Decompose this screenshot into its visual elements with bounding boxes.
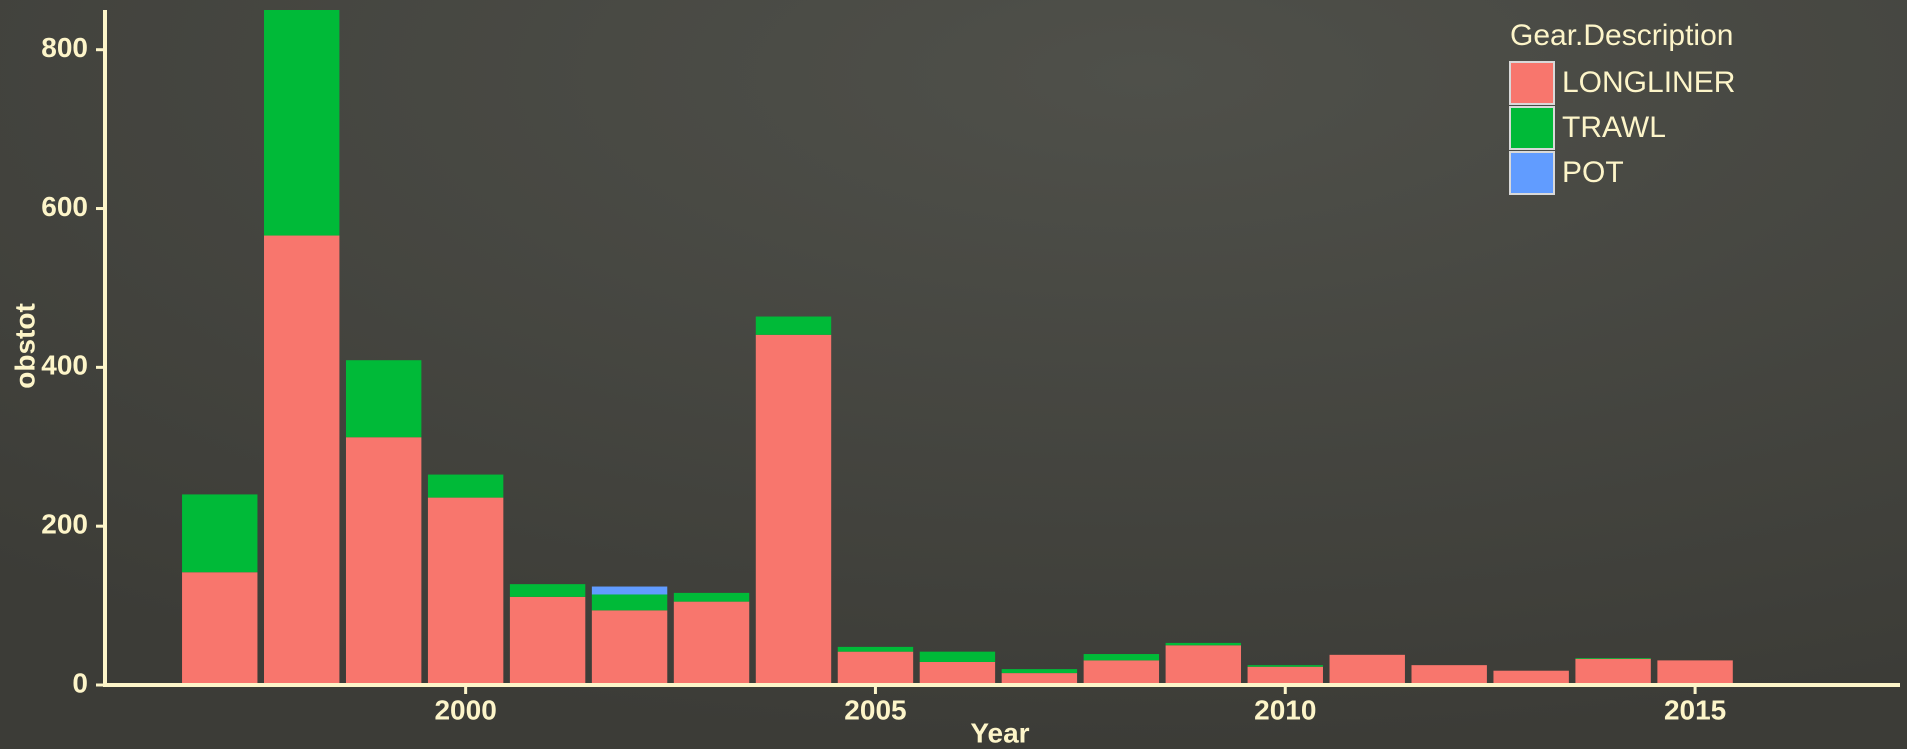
- y-tick-label: 400: [41, 350, 88, 381]
- bar-segment: [1083, 660, 1160, 685]
- bar-segment: [1657, 660, 1733, 685]
- bar-segment: [264, 235, 340, 685]
- bar-segment: [509, 584, 586, 597]
- bar-segment: [755, 316, 832, 335]
- x-tick-label: 2005: [844, 694, 906, 725]
- x-axis-title: Year: [970, 717, 1029, 748]
- x-tick-label: 2015: [1664, 694, 1726, 725]
- bar-segment: [1575, 658, 1651, 685]
- bar-segment: [919, 661, 996, 685]
- bar-segment: [1575, 658, 1651, 659]
- bar-segment: [264, 10, 340, 236]
- legend-label: LONGLINER: [1562, 66, 1735, 99]
- bar-segment: [591, 610, 668, 685]
- y-tick-label: 200: [41, 509, 88, 540]
- plot-area: [182, 10, 1733, 685]
- bar-segment: [509, 596, 586, 685]
- y-tick-label: 600: [41, 191, 88, 222]
- y-tick-label: 0: [72, 667, 88, 698]
- bar-segment: [919, 651, 996, 662]
- bar-segment: [1493, 670, 1569, 685]
- legend-key: [1509, 151, 1555, 195]
- bar-segment: [1001, 673, 1078, 685]
- y-tick-label: 800: [41, 32, 88, 63]
- bar-segment: [1329, 654, 1405, 685]
- bar-segment: [345, 360, 422, 438]
- bar-segment: [673, 601, 750, 685]
- bar-segment: [1001, 669, 1078, 674]
- bar-segment: [1083, 654, 1160, 661]
- legend-label: TRAWL: [1562, 111, 1666, 144]
- legend-key: [1509, 61, 1555, 105]
- x-tick-label: 2010: [1254, 694, 1316, 725]
- bar-segment: [427, 474, 504, 498]
- y-axis-title: obstot: [9, 303, 40, 389]
- bar-segment: [182, 572, 258, 685]
- bar-segment: [591, 594, 668, 611]
- legend-label: POT: [1562, 156, 1624, 189]
- bar-segment: [427, 497, 504, 685]
- bar-segment: [1247, 666, 1323, 685]
- bar-segment: [591, 586, 668, 595]
- bar-segment: [837, 651, 914, 685]
- bar-segment: [1247, 665, 1323, 667]
- legend-title: Gear.Description: [1510, 19, 1733, 52]
- bar-segment: [837, 646, 914, 652]
- bar-segment: [755, 334, 832, 685]
- bar-segment: [1165, 645, 1242, 685]
- bar-segment: [1411, 665, 1487, 685]
- x-tick-label: 2000: [434, 694, 496, 725]
- legend-key: [1509, 106, 1555, 150]
- bar-segment: [1165, 642, 1242, 646]
- bar-segment: [345, 437, 422, 685]
- bar-segment: [673, 592, 750, 602]
- bar-segment: [182, 494, 258, 573]
